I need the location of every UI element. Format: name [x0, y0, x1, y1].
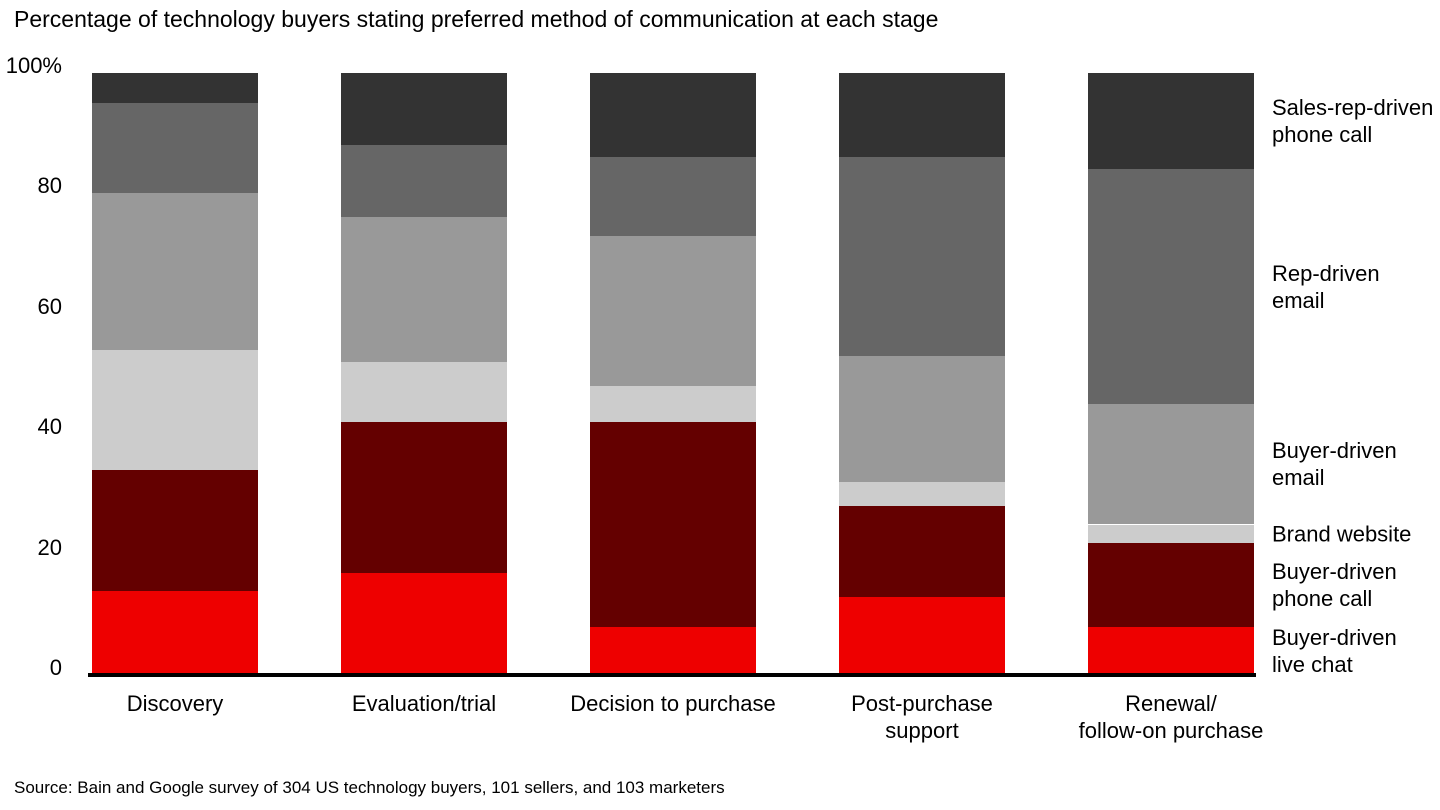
bar-segment-buyer-driven-live-chat-evaluation-trial: [341, 572, 507, 675]
y-tick-label-80: 80: [37, 173, 62, 199]
y-tick-label-0: 0: [49, 655, 62, 680]
bar-column-renewal-follow-on-purchase: [1088, 0, 1254, 675]
legend-label-buyer-driven-live-chat: Buyer-driven live chat: [1272, 624, 1397, 677]
bar-segment-rep-driven-email-discovery: [92, 103, 258, 194]
bar-column-evaluation-trial: [341, 0, 507, 675]
bar-segment-sales-rep-driven-phone-call-renewal-follow-on-purchase: [1088, 73, 1254, 170]
x-category-label-decision-to-purchase: Decision to purchase: [570, 691, 776, 716]
bar-segment-brand-website-discovery: [92, 349, 258, 471]
bar-segment-sales-rep-driven-phone-call-evaluation-trial: [341, 73, 507, 146]
bar-column-post-purchase-support: [839, 0, 1005, 675]
bar-segment-buyer-driven-phone-call-evaluation-trial: [341, 422, 507, 573]
x-category-label-renewal-follow-on-purchase: Renewal/ follow-on purchase: [1078, 691, 1264, 743]
chart-title: Percentage of technology buyers stating …: [14, 6, 939, 32]
source-note: Source: Bain and Google survey of 304 US…: [14, 778, 725, 797]
legend-label-sales-rep-driven-phone-call: Sales-rep-driven phone call: [1272, 95, 1434, 148]
legend-label-buyer-driven-phone-call: Buyer-driven phone call: [1272, 558, 1397, 611]
x-category-label-discovery: Discovery: [126, 691, 224, 716]
bar-segment-buyer-driven-live-chat-renewal-follow-on-purchase: [1088, 626, 1254, 675]
y-tick-label-100: 100%: [5, 53, 62, 78]
bar-segment-brand-website-post-purchase-support: [839, 482, 1005, 507]
y-tick-label-60: 60: [37, 293, 62, 319]
legend-label-buyer-driven-email: Buyer-driven email: [1272, 438, 1397, 491]
bar-segment-buyer-driven-live-chat-post-purchase-support: [839, 596, 1005, 675]
bar-segment-buyer-driven-phone-call-decision-to-purchase: [590, 422, 756, 627]
bar-segment-brand-website-evaluation-trial: [341, 361, 507, 423]
bar-segment-sales-rep-driven-phone-call-post-purchase-support: [839, 73, 1005, 158]
y-tick-label-40: 40: [37, 414, 62, 440]
legend-label-rep-driven-email: Rep-driven email: [1272, 260, 1380, 313]
bar-segment-buyer-driven-phone-call-renewal-follow-on-purchase: [1088, 542, 1254, 627]
bar-segment-rep-driven-email-post-purchase-support: [839, 157, 1005, 356]
bar-segment-buyer-driven-email-renewal-follow-on-purchase: [1088, 404, 1254, 525]
bar-segment-buyer-driven-phone-call-post-purchase-support: [839, 506, 1005, 597]
bar-segment-rep-driven-email-renewal-follow-on-purchase: [1088, 169, 1254, 405]
bar-segment-rep-driven-email-decision-to-purchase: [590, 157, 756, 236]
bar-segment-brand-website-renewal-follow-on-purchase: [1088, 524, 1254, 543]
x-category-label-evaluation-trial: Evaluation/trial: [351, 691, 497, 716]
bar-segment-rep-driven-email-evaluation-trial: [341, 145, 507, 218]
bar-segment-buyer-driven-email-evaluation-trial: [341, 217, 507, 362]
bar-segment-sales-rep-driven-phone-call-discovery: [92, 73, 258, 104]
bar-segment-sales-rep-driven-phone-call-decision-to-purchase: [590, 73, 756, 158]
bar-segment-buyer-driven-email-decision-to-purchase: [590, 235, 756, 387]
bar-segment-buyer-driven-live-chat-decision-to-purchase: [590, 626, 756, 675]
y-tick-label-20: 20: [37, 534, 62, 560]
bar-segment-buyer-driven-email-discovery: [92, 193, 258, 350]
x-axis-line: [88, 673, 1256, 677]
bar-column-decision-to-purchase: [590, 0, 756, 675]
bar-column-discovery: [92, 0, 258, 675]
bar-segment-buyer-driven-live-chat-discovery: [92, 590, 258, 675]
x-category-label-post-purchase-support: Post-purchase support: [851, 691, 993, 743]
bar-segment-brand-website-decision-to-purchase: [590, 386, 756, 423]
legend-label-brand-website: Brand website: [1272, 521, 1412, 547]
bar-segment-buyer-driven-phone-call-discovery: [92, 470, 258, 591]
bar-segment-buyer-driven-email-post-purchase-support: [839, 355, 1005, 483]
